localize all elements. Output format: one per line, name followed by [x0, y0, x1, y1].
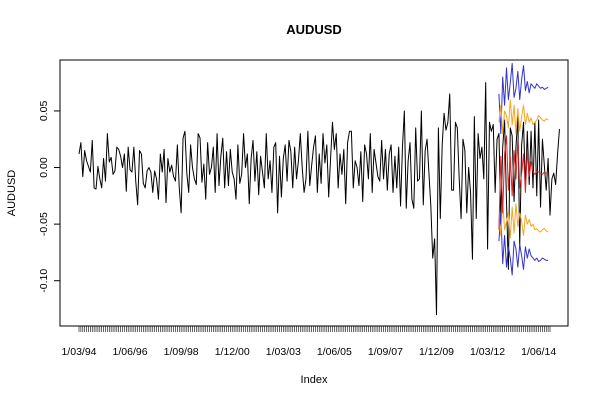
x-tick-label: 1/12/09	[419, 346, 454, 358]
x-tick-label: 1/06/96	[113, 346, 148, 358]
x-tick-label: 1/03/12	[470, 346, 505, 358]
y-tick-label: -0.10	[38, 269, 50, 293]
x-tick-label: 1/09/98	[164, 346, 199, 358]
x-tick-label: 1/03/03	[266, 346, 301, 358]
series-line-history	[78, 82, 560, 316]
chart-title: AUDUSD	[286, 22, 342, 37]
y-tick-label: -0.05	[38, 212, 50, 236]
series-line-inner-lower	[498, 200, 549, 239]
y-axis-label: AUDUSD	[6, 170, 18, 217]
x-tick-label: 1/03/94	[61, 346, 96, 358]
axes: -0.10 -0.05 0.00 0.05 1/03/94 1/06/96 1/09/98 1…	[38, 101, 556, 358]
series-line-forecast	[498, 135, 549, 230]
series-line-outer-lower	[498, 212, 549, 276]
y-tick-label: 0.05	[38, 101, 50, 122]
x-axis-label: Index	[301, 374, 328, 386]
y-tick-label: 0.00	[38, 157, 50, 178]
plot-marks	[78, 62, 560, 316]
x-tick-label: 1/06/14	[521, 346, 556, 358]
series-line-outer-upper	[498, 62, 549, 135]
series-line-inner-upper	[498, 99, 549, 135]
x-tick-label: 1/09/07	[368, 346, 403, 358]
x-tick-label: 1/12/00	[215, 346, 250, 358]
x-tick-label: 1/06/05	[317, 346, 352, 358]
